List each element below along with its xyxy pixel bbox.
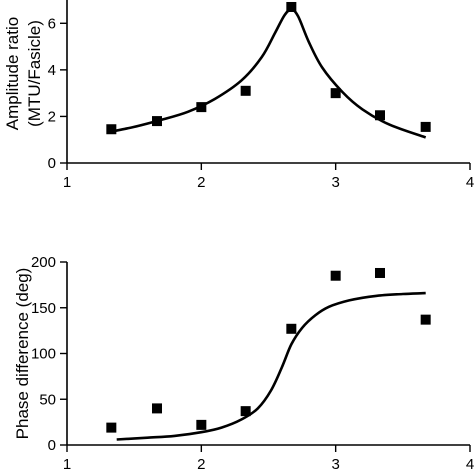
amplitude-data-point xyxy=(330,88,341,99)
phase-data-point xyxy=(420,314,431,325)
amplitude-y-axis-title-line-2: (MTU/Fasicle) xyxy=(25,20,44,127)
phase-x-tick-label: 4 xyxy=(466,456,474,473)
phase-y-tick-label: 0 xyxy=(48,437,56,454)
amplitude-y-tick-label: 4 xyxy=(48,62,56,79)
phase-y-tick-label: 150 xyxy=(31,300,56,317)
phase-y-tick-label: 100 xyxy=(31,346,56,363)
amplitude-x-tick-label: 4 xyxy=(466,174,474,191)
amplitude-y-tick-label: 0 xyxy=(48,155,56,172)
amplitude-y-tick-label: 2 xyxy=(48,108,56,125)
phase-y-tick-label: 50 xyxy=(39,391,56,408)
phase-data-point xyxy=(152,403,163,414)
phase-data-point xyxy=(330,270,341,281)
amplitude-fit-curve xyxy=(111,8,427,139)
phase-x-tick-label: 2 xyxy=(197,456,205,473)
amplitude-data-point xyxy=(106,124,117,135)
phase-x-tick-label: 3 xyxy=(331,456,339,473)
phase-data-point xyxy=(106,422,117,433)
amplitude-data-point xyxy=(420,121,431,132)
phase-data-point xyxy=(286,323,297,334)
amplitude-y-axis-title-line-1: Amplitude ratio xyxy=(3,17,22,130)
amplitude-data-point xyxy=(374,110,385,121)
amplitude-ratio-panel: 1 2 3 4 0 2 4 6 Amplitude ratio (MTU/Fasicle) xyxy=(3,0,474,191)
amplitude-data-point xyxy=(196,102,207,113)
amplitude-x-tick-label: 2 xyxy=(197,174,205,191)
amplitude-y-tick-label: 6 xyxy=(48,15,56,32)
amplitude-data-point xyxy=(240,85,251,96)
phase-y-tick-label: 200 xyxy=(31,254,56,271)
phase-x-tick-label: 1 xyxy=(63,456,71,473)
amplitude-x-tick-label: 3 xyxy=(331,174,339,191)
amplitude-data-point xyxy=(286,1,297,12)
phase-data-point xyxy=(196,419,207,430)
phase-fit-curve xyxy=(116,291,426,441)
phase-data-point xyxy=(374,267,385,278)
phase-data-point xyxy=(240,406,251,417)
amplitude-x-tick-label: 1 xyxy=(63,174,71,191)
amplitude-data-point xyxy=(152,116,163,127)
phase-y-axis-title: Phase difference (deg) xyxy=(13,268,32,440)
